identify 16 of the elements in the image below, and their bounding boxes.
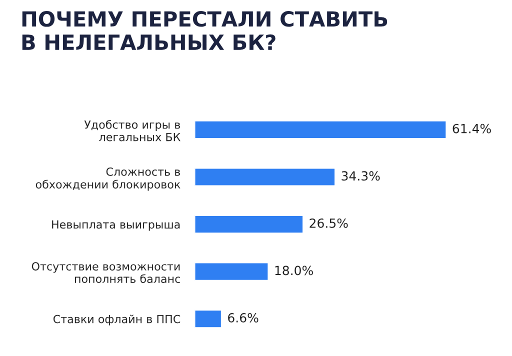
y-tick-label: Ставки офлайн в ППС (53, 314, 180, 326)
data-label: 18.0% (275, 266, 313, 276)
bar (194, 167, 336, 187)
data-label: 26.5% (310, 218, 348, 228)
y-tick-label: Отсутствие возможности пополнять баланс (32, 262, 180, 284)
bar (194, 309, 222, 329)
y-tick-label: Удобство игры в легальных БК (84, 120, 180, 142)
bar (194, 120, 448, 140)
bar (194, 262, 270, 282)
data-label: 34.3% (342, 171, 380, 181)
bar (194, 214, 304, 234)
chart-title: ПОЧЕМУ ПЕРЕСТАЛИ СТАВИТЬ В НЕЛЕГАЛЬНЫХ БК? (22, 11, 388, 50)
y-tick-label: Невыплата выигрыша (52, 220, 180, 231)
data-label: 61.4% (452, 124, 491, 134)
y-tick-label: Сложность в обхождении блокировок (36, 167, 180, 191)
data-label: 6.6% (228, 313, 258, 322)
